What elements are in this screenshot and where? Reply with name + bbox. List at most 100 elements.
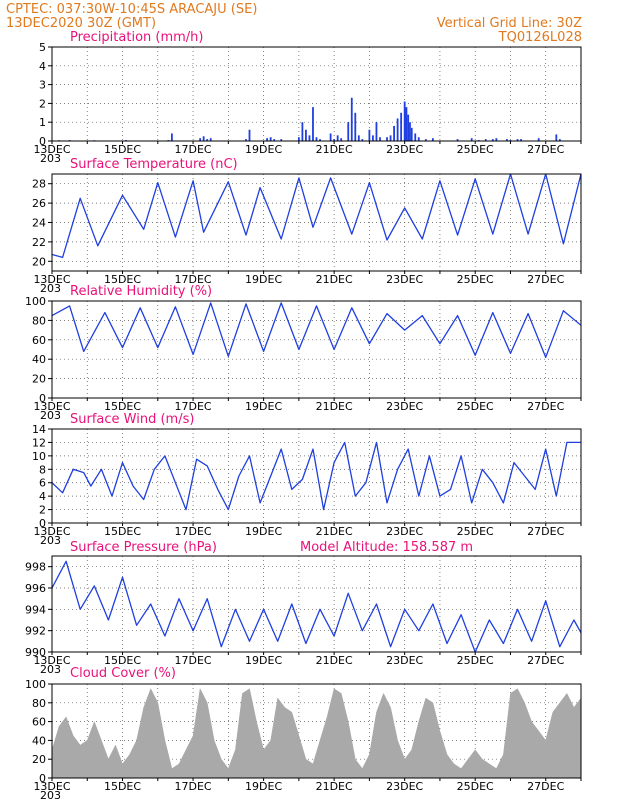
y-tick-label: 40 xyxy=(32,734,46,747)
x-tick-label: 27DEC xyxy=(527,525,564,538)
y-tick-label: 0 xyxy=(39,392,46,405)
precip-bar xyxy=(375,122,378,141)
precip-bar xyxy=(470,138,473,141)
precip-bar xyxy=(520,139,522,141)
y-tick-label: 998 xyxy=(25,561,46,574)
y-tick-label: 22 xyxy=(32,236,46,249)
x-tick-label: 25DEC xyxy=(457,525,494,538)
y-tick-label: 992 xyxy=(25,625,46,638)
precip-bar xyxy=(350,97,353,141)
x-tick-sub-label: 203 xyxy=(40,152,61,165)
precip-bar xyxy=(319,139,321,141)
y-tick-label: 2 xyxy=(39,504,46,517)
x-tick-label: 27DEC xyxy=(527,143,564,156)
y-tick-label: 20 xyxy=(32,255,46,268)
panel-frame xyxy=(51,428,582,524)
precip-bar xyxy=(410,127,413,141)
y-tick-label: 100 xyxy=(25,295,46,308)
precip-bar xyxy=(396,118,399,141)
precip-bar xyxy=(409,122,411,141)
x-tick-sub-label: 203 xyxy=(40,409,61,422)
header-grid-note: Vertical Grid Line: 30Z xyxy=(437,16,582,31)
panel-annotation: Model Altitude: 158.587 m xyxy=(300,540,473,555)
precip-bar xyxy=(297,137,300,141)
y-tick-label: 14 xyxy=(32,423,46,436)
precip-bar xyxy=(368,129,371,141)
panel-title: Surface Temperature (nC) xyxy=(70,157,238,172)
y-tick-label: 8 xyxy=(39,463,46,476)
x-tick-label: 13DEC xyxy=(33,400,70,413)
panel-data xyxy=(52,174,581,259)
precip-bar xyxy=(484,139,487,141)
precip-bar xyxy=(558,139,561,141)
x-tick-label: 23DEC xyxy=(386,525,423,538)
x-tick-label: 17DEC xyxy=(175,525,212,538)
x-tick-label: 25DEC xyxy=(457,143,494,156)
x-tick-label: 27DEC xyxy=(527,400,564,413)
panel-frame xyxy=(51,683,582,779)
precip-bar xyxy=(269,137,272,141)
x-tick-label: 27DEC xyxy=(527,273,564,286)
precip-bar xyxy=(407,114,410,141)
x-tick-label: 19DEC xyxy=(245,525,282,538)
x-tick-label: 27DEC xyxy=(527,654,564,667)
x-tick-label: 19DEC xyxy=(245,273,282,286)
precip-bar xyxy=(386,137,388,141)
precip-bar xyxy=(393,125,395,141)
precip-bar xyxy=(280,139,283,141)
x-tick-label: 15DEC xyxy=(104,400,141,413)
precip-bar xyxy=(245,139,247,141)
y-tick-label: 5 xyxy=(39,41,46,54)
x-tick-label: 13DEC xyxy=(33,780,70,793)
x-tick-label: 15DEC xyxy=(104,780,141,793)
panel-title: Relative Humidity (%) xyxy=(70,284,212,299)
x-tick-label: 17DEC xyxy=(175,400,212,413)
x-tick-label: 23DEC xyxy=(386,780,423,793)
y-tick-label: 1 xyxy=(39,116,46,129)
precip-bar xyxy=(248,129,251,141)
precip-bar xyxy=(537,138,540,141)
x-tick-label: 27DEC xyxy=(527,780,564,793)
x-tick-label: 17DEC xyxy=(175,143,212,156)
precip-bar xyxy=(379,137,381,141)
x-tick-label: 15DEC xyxy=(104,525,141,538)
y-tick-label: 4 xyxy=(39,60,46,73)
x-tick-label: 21DEC xyxy=(316,400,353,413)
panel-frame xyxy=(51,46,582,142)
precip-bar xyxy=(354,112,357,141)
x-tick-label: 17DEC xyxy=(175,654,212,667)
header-run-time: 13DEC2020 30Z (GMT) xyxy=(6,16,156,31)
y-tick-label: 0 xyxy=(39,135,46,148)
precip-bar xyxy=(209,138,212,141)
cloud-cover-area xyxy=(52,687,581,778)
panel-title: Precipitation (mm/h) xyxy=(70,30,203,45)
x-tick-label: 23DEC xyxy=(386,143,423,156)
precip-bar xyxy=(333,139,336,141)
precip-bar xyxy=(308,135,311,141)
y-tick-label: 996 xyxy=(25,582,46,595)
precip-bar xyxy=(405,107,408,141)
precip-bar xyxy=(400,112,403,141)
y-tick-label: 10 xyxy=(32,450,46,463)
y-tick-label: 0 xyxy=(39,772,46,785)
y-tick-label: 40 xyxy=(32,353,46,366)
precip-bar xyxy=(372,135,374,141)
precip-bar xyxy=(403,101,406,141)
precip-bar xyxy=(266,138,269,141)
y-tick-label: 6 xyxy=(39,477,46,490)
x-tick-label: 13DEC xyxy=(33,525,70,538)
panel-frame xyxy=(51,300,582,399)
x-tick-label: 19DEC xyxy=(245,400,282,413)
x-tick-sub-label: 203 xyxy=(40,663,61,676)
x-tick-label: 25DEC xyxy=(457,400,494,413)
precip-bar xyxy=(329,133,332,141)
y-tick-label: 80 xyxy=(32,314,46,327)
x-tick-label: 13DEC xyxy=(33,654,70,667)
x-tick-sub-label: 203 xyxy=(40,534,61,547)
precip-bar xyxy=(431,138,434,141)
y-tick-label: 28 xyxy=(32,178,46,191)
